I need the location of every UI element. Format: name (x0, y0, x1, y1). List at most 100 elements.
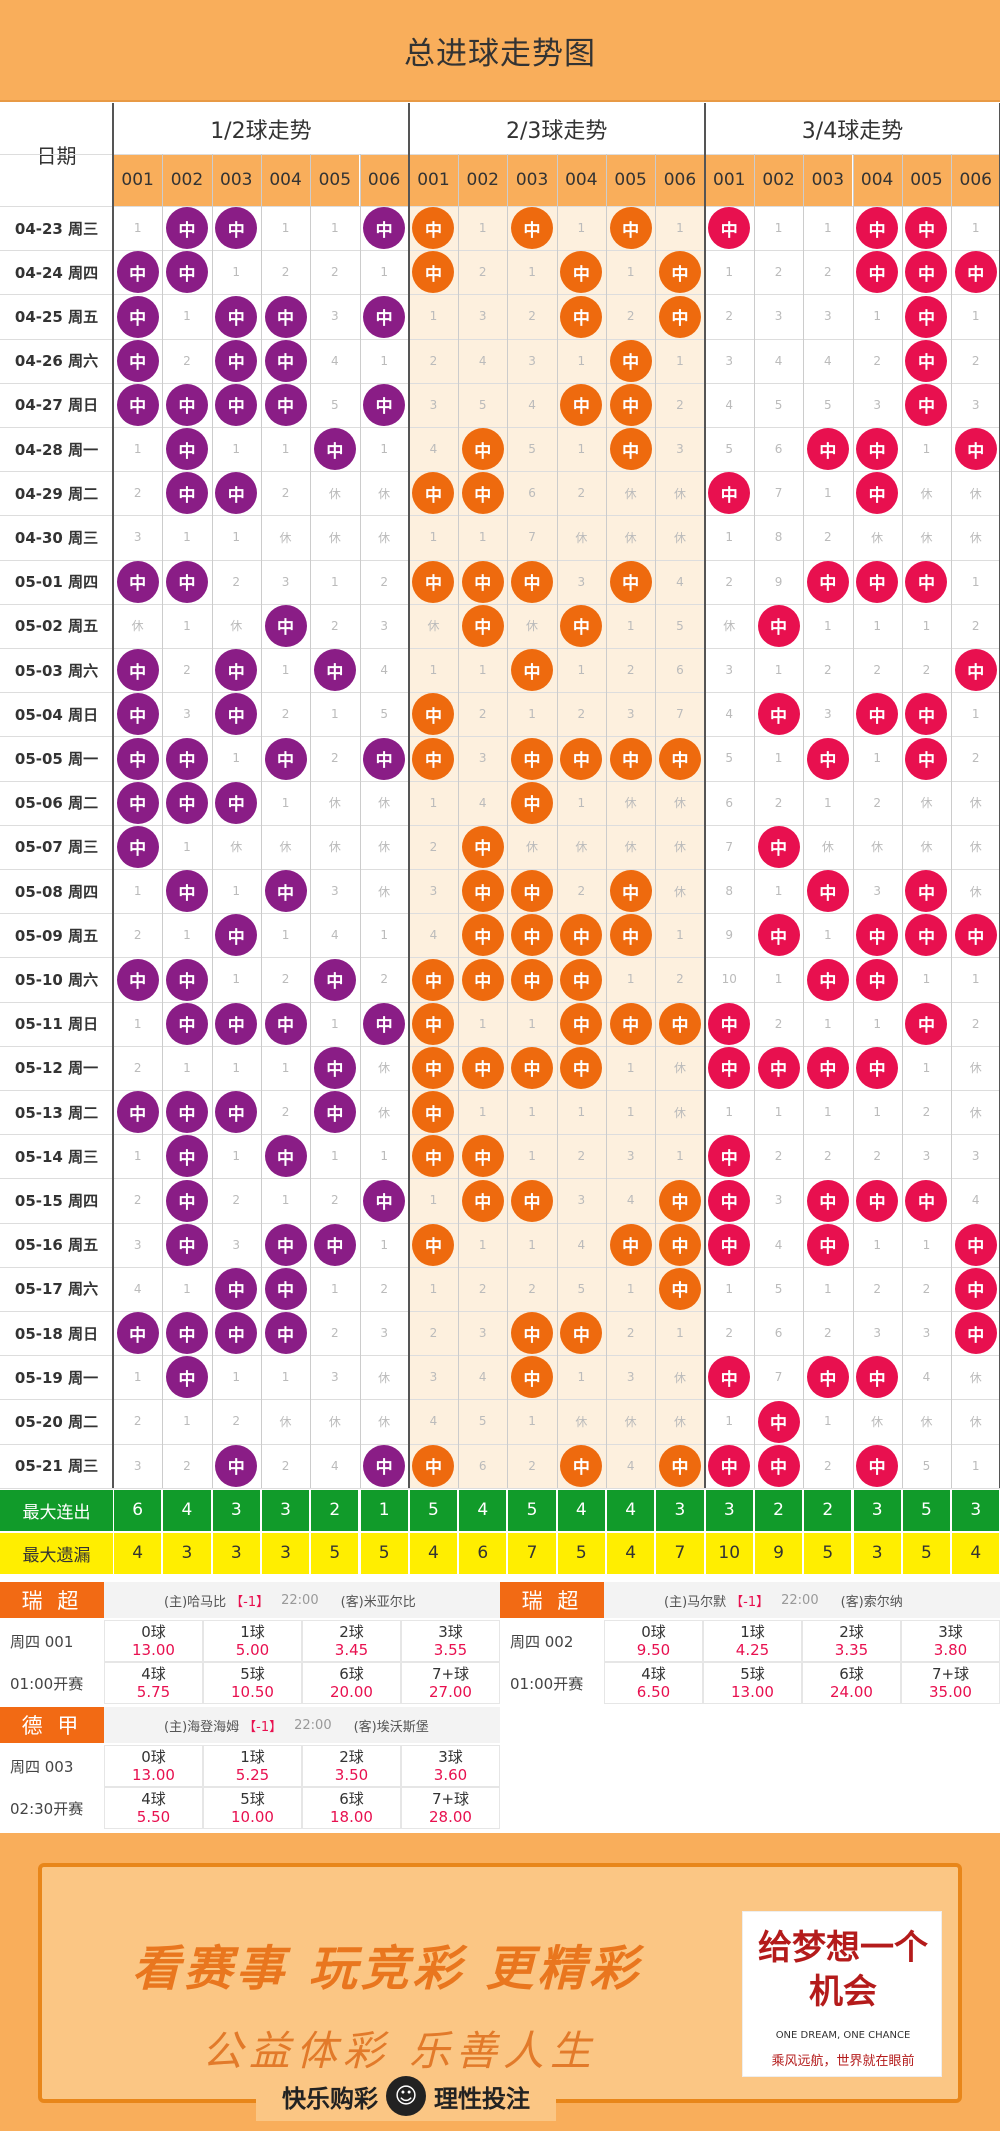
hit-ball: 中 (658, 1002, 701, 1045)
miss-count: 3 (577, 574, 586, 589)
miss-count: 7 (676, 707, 684, 722)
miss-count: 2 (429, 839, 438, 854)
hit-ball: 中 (363, 1179, 406, 1222)
miss-count: 休 (723, 619, 736, 634)
hit-ball: 中 (264, 1312, 307, 1355)
miss-count: 1 (133, 1370, 142, 1385)
hit-ball: 中 (264, 1223, 307, 1266)
hit-ball: 中 (806, 737, 849, 780)
hit-ball: 中 (116, 693, 159, 736)
hit-ball: 中 (708, 1002, 751, 1045)
miss-count: 1 (577, 1370, 586, 1385)
miss-count: 3 (873, 884, 881, 899)
miss-count: 休 (378, 1370, 391, 1385)
miss-count: 休 (279, 530, 292, 545)
row-date: 05-20 周二 (14, 1412, 99, 1431)
hit-ball: 中 (215, 383, 258, 426)
odds-value: 18.00 (330, 1808, 373, 1826)
miss-count: 2 (774, 1149, 783, 1164)
miss-count: 1 (676, 221, 684, 236)
odds-cell: 1球 4.25 (703, 1620, 802, 1662)
hit-ball: 中 (708, 1223, 751, 1266)
miss-count: 1 (281, 795, 290, 810)
column-divider (260, 154, 262, 1488)
hit-ball: 中 (264, 604, 307, 647)
hit-ball: 中 (461, 428, 504, 471)
row-divider (0, 1001, 1000, 1003)
miss-count: 1 (183, 1414, 191, 1429)
goal-count: 0球 (141, 1623, 166, 1641)
row-date: 05-17 周六 (14, 1280, 99, 1299)
group-header-2: 2/3球走势 (408, 103, 705, 154)
miss-count: 10 (721, 972, 737, 987)
miss-count: 1 (183, 1281, 191, 1296)
hit-ball: 中 (264, 1002, 307, 1045)
hit-ball: 中 (708, 1444, 751, 1487)
miss-count: 3 (478, 1326, 487, 1341)
miss-count: 休 (673, 530, 686, 545)
row-date: 05-06 周二 (14, 794, 99, 813)
hit-ball: 中 (165, 472, 208, 515)
hit-ball: 中 (165, 1312, 208, 1355)
hit-ball: 中 (215, 1002, 258, 1045)
miss-count: 休 (624, 530, 637, 545)
odds-cell: 2球 3.45 (302, 1620, 401, 1662)
miss-count: 2 (971, 1016, 980, 1031)
miss-count: 1 (183, 618, 191, 633)
hit-ball: 中 (905, 693, 948, 736)
miss-count: 1 (380, 442, 388, 457)
miss-count: 休 (673, 1061, 686, 1076)
miss-count: 2 (281, 486, 290, 501)
hit-ball: 中 (313, 428, 356, 471)
hit-ball: 中 (757, 1444, 800, 1487)
hit-ball: 中 (905, 1179, 948, 1222)
column-code: 004 (260, 154, 311, 206)
hit-ball: 中 (757, 825, 800, 868)
hit-ball: 中 (954, 1267, 997, 1310)
max-streak-value: 5 (508, 1489, 556, 1531)
miss-count: 1 (478, 1016, 487, 1031)
goal-count: 5球 (740, 1665, 765, 1683)
odds-value: 5.25 (235, 1766, 270, 1784)
miss-count: 3 (824, 309, 832, 324)
miss-count: 7 (774, 1370, 783, 1385)
column-code: 002 (458, 154, 508, 206)
miss-count: 2 (922, 1105, 931, 1120)
miss-count: 1 (429, 1193, 438, 1208)
odds-value: 3.60 (433, 1766, 468, 1784)
miss-count: 2 (774, 265, 783, 280)
miss-count: 1 (922, 1237, 931, 1252)
hit-ball: 中 (412, 1002, 455, 1045)
column-code: 003 (211, 154, 261, 206)
odds-cell: 2球 3.50 (302, 1745, 401, 1787)
miss-count: 休 (871, 840, 884, 855)
max-streak-value: 4 (607, 1489, 655, 1531)
hit-ball: 中 (116, 781, 159, 824)
hit-ball: 中 (954, 428, 997, 471)
odds-value: 35.00 (929, 1683, 972, 1701)
miss-count: 6 (774, 1326, 783, 1341)
hit-ball: 中 (412, 207, 455, 250)
column-divider (901, 154, 903, 1488)
miss-count: 7 (774, 486, 783, 501)
miss-count: 2 (331, 265, 339, 280)
hit-ball: 中 (412, 958, 455, 1001)
hit-ball: 中 (412, 737, 455, 780)
hit-ball: 中 (658, 1223, 701, 1266)
miss-count: 2 (331, 751, 339, 766)
column-divider (211, 154, 213, 1488)
odds-value: 13.00 (132, 1766, 175, 1784)
hit-ball: 中 (165, 1135, 208, 1178)
miss-count: 2 (183, 353, 191, 368)
miss-count: 2 (331, 1326, 339, 1341)
miss-count: 1 (725, 1281, 734, 1296)
miss-count: 2 (281, 972, 290, 987)
miss-count: 1 (626, 1281, 635, 1296)
match-start-time: 01:00开赛 (510, 1674, 584, 1693)
miss-count: 9 (725, 928, 734, 943)
miss-count: 4 (478, 795, 487, 810)
miss-count: 休 (378, 486, 391, 501)
hit-ball: 中 (165, 251, 208, 294)
miss-count: 1 (331, 1016, 339, 1031)
max-miss-value: 4 (952, 1532, 1000, 1574)
